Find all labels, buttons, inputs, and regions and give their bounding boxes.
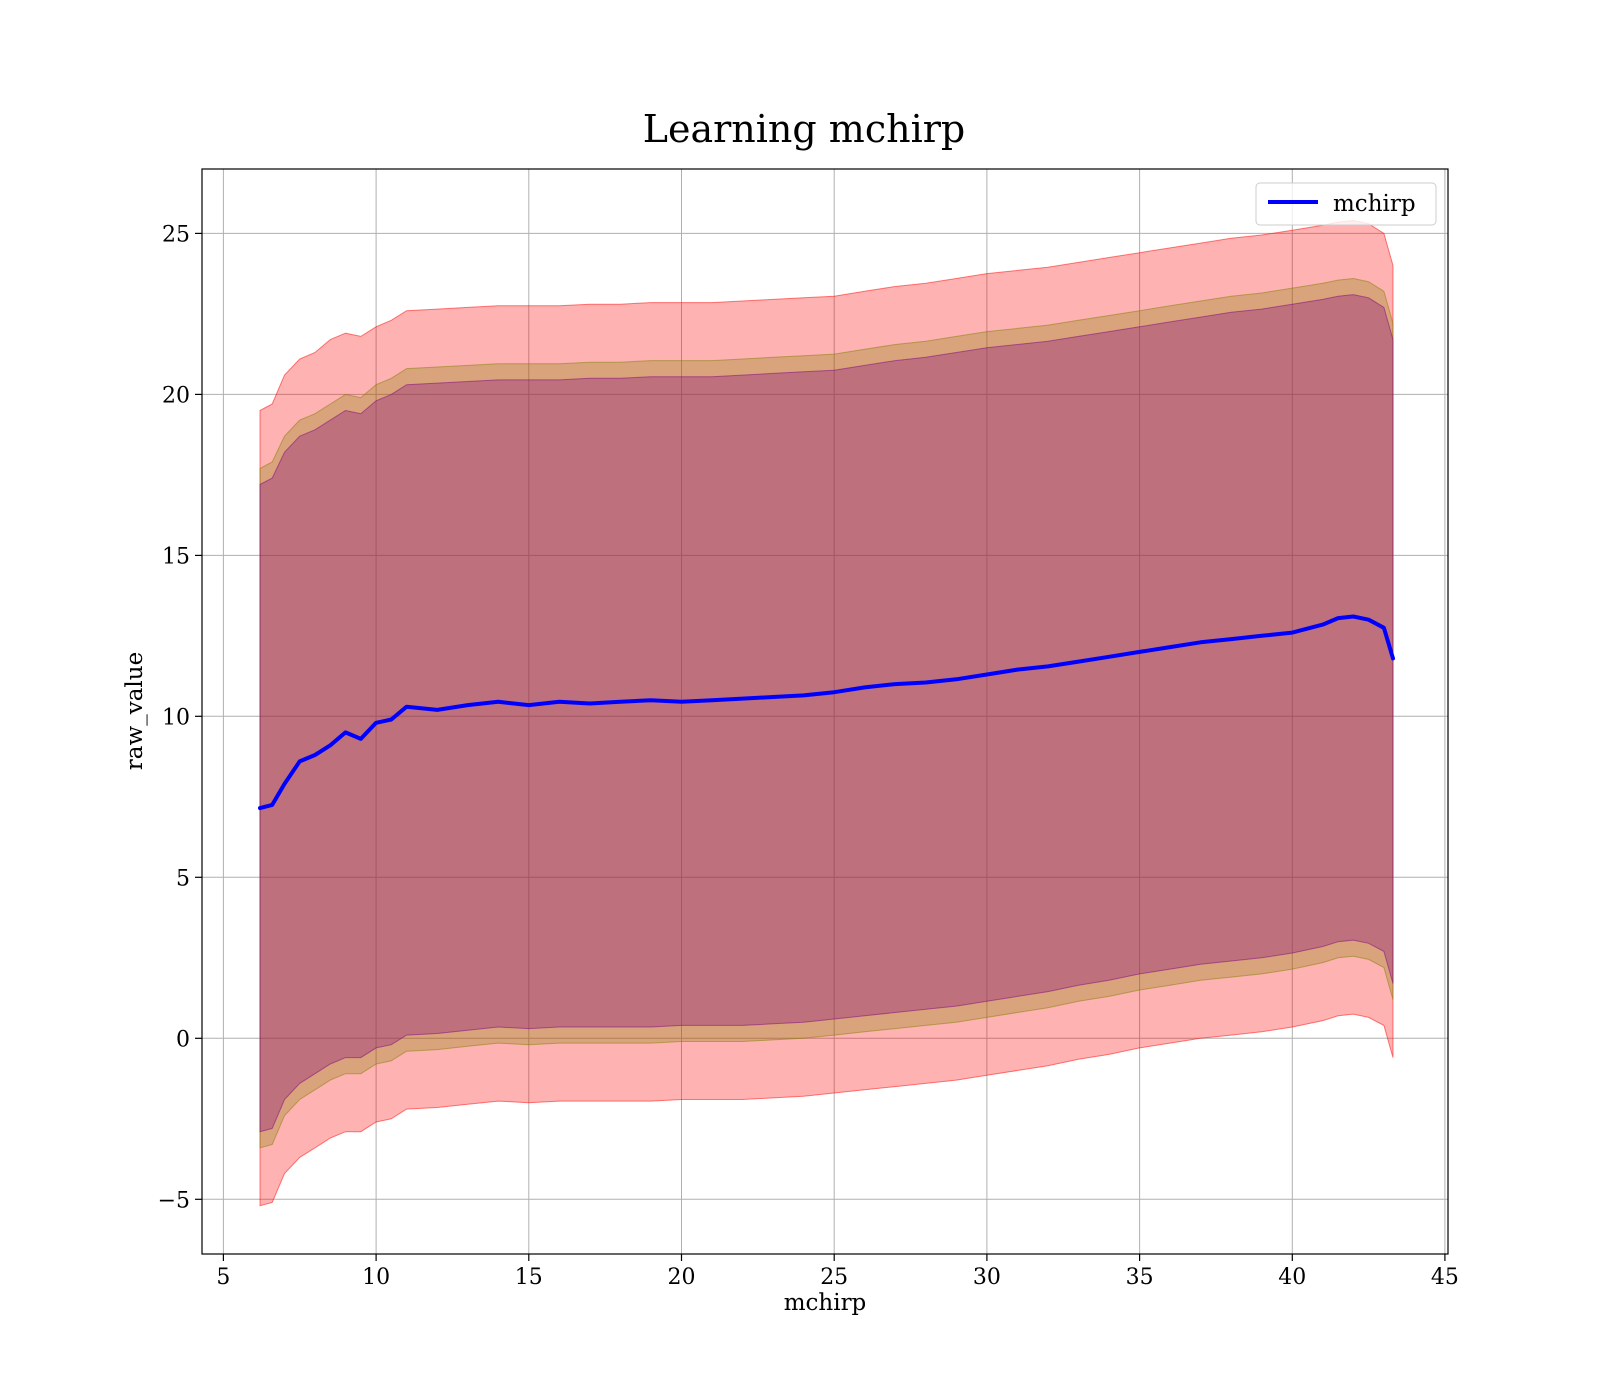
x-axis-label: mchirp: [784, 1290, 867, 1316]
grid: [202, 169, 1448, 1254]
x-tick-label-1: 10: [362, 1265, 390, 1290]
x-tick-label-5: 30: [973, 1265, 1001, 1290]
y-tick-label-4: 15: [162, 544, 190, 569]
x-tick-label-7: 40: [1278, 1265, 1306, 1290]
x-tick-label-6: 35: [1126, 1265, 1154, 1290]
confidence-band-1: [259, 277, 1394, 1149]
x-axis-ticks: 5 10 15 20 25 30 35 40 45: [216, 1254, 1459, 1290]
y-tick-label-6: 25: [162, 222, 190, 247]
series-lines: [258, 614, 1395, 811]
x-tick-label-3: 20: [668, 1265, 696, 1290]
y-tick-label-0: −5: [158, 1188, 190, 1213]
y-tick-label-5: 20: [162, 383, 190, 408]
y-tick-label-2: 5: [176, 866, 190, 891]
x-tick-label-2: 15: [515, 1265, 543, 1290]
legend-box: [1255, 182, 1437, 226]
x-tick-label-0: 5: [216, 1265, 230, 1290]
confidence-band-2: [259, 294, 1394, 1133]
y-tick-label-1: 0: [176, 1027, 190, 1052]
chart-title: Learning mchirp: [643, 107, 965, 151]
confidence-band-0: [259, 219, 1394, 1207]
legend: mchirp: [1255, 182, 1437, 226]
confidence-bands: [259, 219, 1394, 1207]
y-axis-label: raw_value: [122, 652, 148, 770]
series-line-0: [258, 614, 1395, 811]
x-tick-label-8: 45: [1431, 1265, 1459, 1290]
legend-label-mchirp: mchirp: [1333, 191, 1416, 217]
plot-frame: [201, 168, 1449, 1255]
y-tick-label-3: 10: [162, 705, 190, 730]
x-tick-label-4: 25: [820, 1265, 848, 1290]
y-axis-ticks: −5 0 5 10 15 20 25: [158, 222, 202, 1213]
